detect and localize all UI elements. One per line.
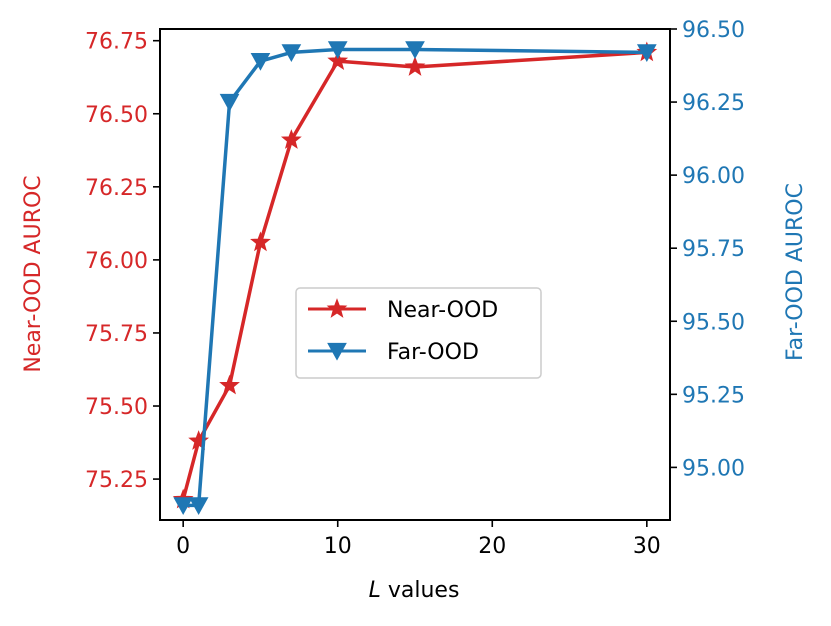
data-point-far-ood xyxy=(405,41,425,60)
legend-label-near-ood: Near-OOD xyxy=(387,298,498,323)
x-tick-label: 30 xyxy=(633,534,661,559)
data-point-far-ood xyxy=(327,41,348,60)
right-y-tick-label: 95.50 xyxy=(682,310,745,335)
series-far-ood xyxy=(173,41,657,515)
legend-far-ood-triangle-marker xyxy=(327,342,347,361)
left-y-tick-label: 76.00 xyxy=(85,249,148,274)
left-y-tick-label: 75.75 xyxy=(85,322,148,347)
data-point-near-ood xyxy=(219,374,240,395)
legend: Near-OOD Far-OOD xyxy=(295,287,542,379)
right-y-tick-label: 96.25 xyxy=(682,91,745,116)
data-point-far-ood xyxy=(636,44,657,62)
left-y-tick-label: 75.25 xyxy=(85,468,148,493)
star-icon xyxy=(326,298,348,318)
left-y-tick-label: 76.25 xyxy=(85,176,148,201)
x-tick-label: 0 xyxy=(176,534,190,559)
data-point-near-ood xyxy=(250,231,271,252)
left-y-tick-label: 76.50 xyxy=(85,103,148,128)
data-point-far-ood xyxy=(250,52,271,71)
x-tick-label: 10 xyxy=(324,534,352,559)
right-axis-title: Far-OOD AUROC xyxy=(783,183,808,361)
triangle-down-icon xyxy=(327,342,347,361)
legend-label-far-ood: Far-OOD xyxy=(387,340,479,365)
left-y-tick-label: 76.75 xyxy=(85,30,148,55)
x-axis-title: L values xyxy=(369,578,460,603)
data-point-near-ood xyxy=(280,129,302,149)
right-y-tick-label: 96.50 xyxy=(682,18,745,43)
plot-frame xyxy=(159,28,671,521)
right-y-tick-label: 95.25 xyxy=(682,383,745,408)
x-axis-title-rest: values xyxy=(381,578,460,603)
plot-area xyxy=(172,41,658,515)
data-point-far-ood xyxy=(173,497,194,515)
legend-near-ood-star-marker xyxy=(326,298,348,318)
x-tick-label: 20 xyxy=(478,534,506,559)
data-point-far-ood xyxy=(281,44,302,62)
axes: 0 10 20 30 75.25 75.50 75.75 76.00 76.25 76.50 76.… xyxy=(85,18,745,559)
left-y-tick-label: 75.50 xyxy=(85,395,148,420)
data-point-near-ood xyxy=(327,50,349,70)
x-axis-title-variable: L xyxy=(369,578,381,603)
data-point-near-ood xyxy=(404,56,426,76)
series-line-far-ood xyxy=(183,47,647,508)
data-point-far-ood xyxy=(188,497,209,515)
right-y-tick-label: 95.00 xyxy=(682,456,745,481)
left-axis-title: Near-OOD AUROC xyxy=(21,175,46,372)
right-y-tick-label: 96.00 xyxy=(682,164,745,189)
data-point-far-ood xyxy=(219,93,240,112)
right-y-tick-label: 95.75 xyxy=(682,237,745,262)
